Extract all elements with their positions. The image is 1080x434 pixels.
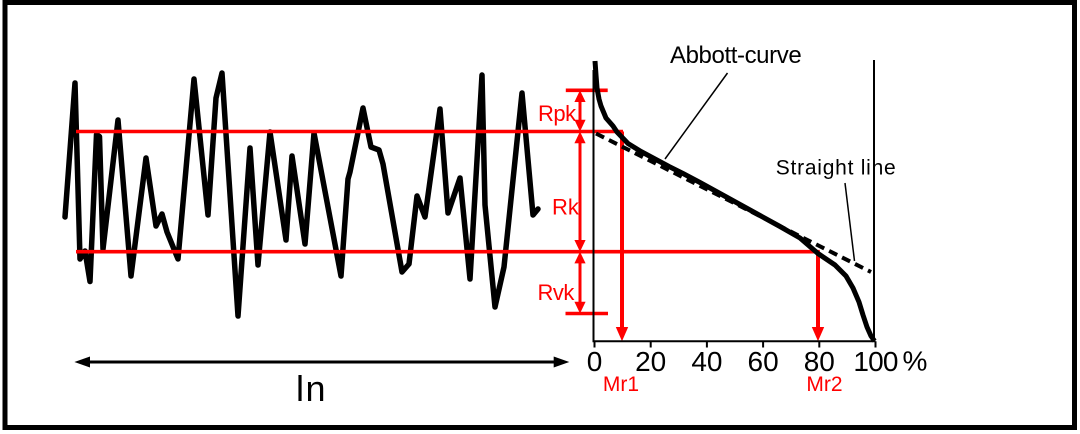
svg-text:Rk: Rk [552,194,580,219]
svg-text:%: % [903,346,928,377]
svg-text:ln: ln [296,368,327,409]
svg-text:Abbott-curve: Abbott-curve [670,42,801,69]
svg-text:100: 100 [853,346,898,377]
svg-text:Straight line: Straight line [776,157,897,180]
svg-text:Mr2: Mr2 [806,373,842,396]
svg-text:60: 60 [748,346,779,377]
svg-text:80: 80 [804,346,835,377]
svg-text:Rpk: Rpk [538,101,577,126]
svg-text:Mr1: Mr1 [603,373,639,396]
svg-text:40: 40 [691,346,722,377]
svg-text:20: 20 [635,346,666,377]
svg-text:Rvk: Rvk [538,280,576,305]
svg-text:0: 0 [587,346,603,377]
